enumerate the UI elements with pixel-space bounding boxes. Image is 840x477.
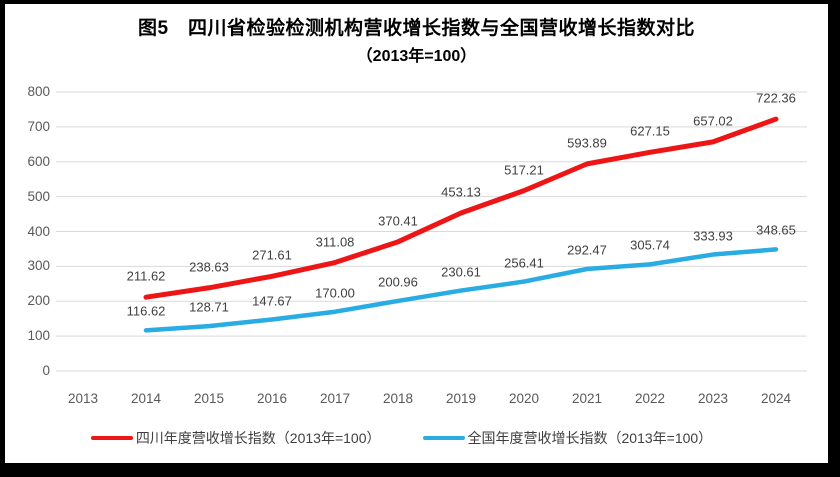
legend-label-sichuan: 四川年度营收增长指数（2013年=100） bbox=[135, 430, 381, 446]
x-axis-tick-label: 2021 bbox=[571, 391, 603, 406]
data-label: 593.89 bbox=[567, 135, 607, 151]
x-axis-tick-label: 2019 bbox=[445, 391, 477, 406]
x-axis-tick-label: 2014 bbox=[130, 391, 162, 406]
series-line-1 bbox=[143, 247, 779, 333]
data-label: 517.21 bbox=[504, 162, 544, 178]
data-label: 116.62 bbox=[126, 303, 166, 319]
data-label: 238.63 bbox=[189, 259, 229, 275]
data-label: 256.41 bbox=[504, 255, 544, 271]
chart-legend: 四川年度营收增长指数（2013年=100） 全国年度营收增长指数（2013年=1… bbox=[5, 428, 828, 448]
data-label: 348.65 bbox=[756, 222, 796, 238]
chart-inner: 图5 四川省检验检测机构营收增长指数与全国营收增长指数对比 （2013年=100… bbox=[5, 4, 828, 463]
data-label: 230.61 bbox=[441, 264, 481, 280]
data-label: 271.61 bbox=[252, 247, 292, 263]
data-label: 147.67 bbox=[252, 293, 292, 308]
x-axis-tick-label: 2024 bbox=[760, 391, 792, 406]
x-axis-tick-label: 2022 bbox=[634, 391, 666, 406]
chart-title: 图5 四川省检验检测机构营收增长指数与全国营收增长指数对比 bbox=[137, 18, 696, 39]
x-axis-tick-label: 2018 bbox=[382, 391, 414, 406]
y-axis-tick-label: 300 bbox=[27, 258, 50, 274]
data-label: 211.62 bbox=[126, 268, 166, 284]
data-label: 627.15 bbox=[630, 123, 670, 139]
data-label: 311.08 bbox=[315, 234, 355, 249]
legend-line-swatch-sichuan bbox=[90, 435, 133, 441]
chart-plot-area: 0 100 200 300 400 500 600 700 800 2013 2014 2015 201… bbox=[5, 4, 828, 463]
data-label: 453.13 bbox=[441, 184, 481, 200]
x-axis-tick-label: 2017 bbox=[319, 391, 351, 406]
legend-line-swatch-national bbox=[422, 435, 465, 441]
legend-item-national: 全国年度营收增长指数（2013年=100） bbox=[422, 428, 713, 448]
data-label: 722.36 bbox=[756, 90, 796, 106]
y-axis-tick-label: 200 bbox=[27, 293, 50, 309]
line-chart-canvas bbox=[56, 91, 807, 372]
data-label: 657.02 bbox=[693, 113, 733, 129]
data-label: 292.47 bbox=[567, 242, 607, 258]
y-axis-tick-label: 500 bbox=[27, 188, 50, 204]
y-axis-tick-label: 700 bbox=[27, 118, 50, 134]
series-line-0 bbox=[143, 116, 779, 300]
legend-label-national: 全国年度营收增长指数（2013年=100） bbox=[467, 430, 713, 446]
data-label: 370.41 bbox=[378, 213, 418, 229]
x-axis-tick-label: 2020 bbox=[508, 391, 540, 406]
x-axis-tick-label: 2016 bbox=[256, 391, 288, 406]
x-axis-tick-label: 2015 bbox=[193, 391, 225, 406]
x-axis-tick-label: 2013 bbox=[67, 391, 99, 406]
data-label: 333.93 bbox=[693, 228, 733, 244]
data-label: 200.96 bbox=[378, 274, 418, 290]
data-label: 128.71 bbox=[189, 299, 229, 315]
data-label: 305.74 bbox=[630, 237, 670, 253]
y-axis-tick-label: 800 bbox=[27, 84, 50, 99]
y-axis-tick-label: 600 bbox=[27, 153, 50, 169]
chart-subtitle: （2013年=100） bbox=[356, 48, 477, 65]
legend-item-sichuan: 四川年度营收增长指数（2013年=100） bbox=[90, 428, 381, 448]
y-axis-tick-label: 100 bbox=[27, 328, 50, 344]
x-axis-tick-label: 2023 bbox=[697, 391, 729, 406]
y-axis-tick-label: 400 bbox=[27, 223, 50, 239]
data-label: 170.00 bbox=[315, 285, 355, 301]
y-axis-tick-label: 0 bbox=[42, 363, 50, 378]
